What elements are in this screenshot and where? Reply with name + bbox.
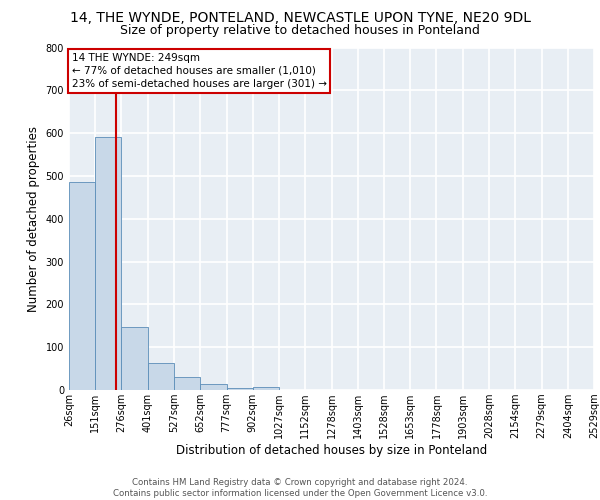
- Bar: [69, 182, 95, 390]
- Bar: [121, 326, 148, 390]
- Bar: [174, 377, 200, 390]
- Text: Contains HM Land Registry data © Crown copyright and database right 2024.
Contai: Contains HM Land Registry data © Crown c…: [113, 478, 487, 498]
- Y-axis label: Number of detached properties: Number of detached properties: [27, 126, 40, 312]
- Text: 14, THE WYNDE, PONTELAND, NEWCASTLE UPON TYNE, NE20 9DL: 14, THE WYNDE, PONTELAND, NEWCASTLE UPON…: [70, 12, 530, 26]
- Bar: [148, 364, 174, 390]
- Bar: [200, 384, 227, 390]
- Bar: [95, 137, 121, 390]
- Text: 14 THE WYNDE: 249sqm
← 77% of detached houses are smaller (1,010)
23% of semi-de: 14 THE WYNDE: 249sqm ← 77% of detached h…: [71, 52, 326, 89]
- Bar: [227, 388, 253, 390]
- X-axis label: Distribution of detached houses by size in Ponteland: Distribution of detached houses by size …: [176, 444, 487, 457]
- Bar: [253, 386, 279, 390]
- Text: Size of property relative to detached houses in Ponteland: Size of property relative to detached ho…: [120, 24, 480, 37]
